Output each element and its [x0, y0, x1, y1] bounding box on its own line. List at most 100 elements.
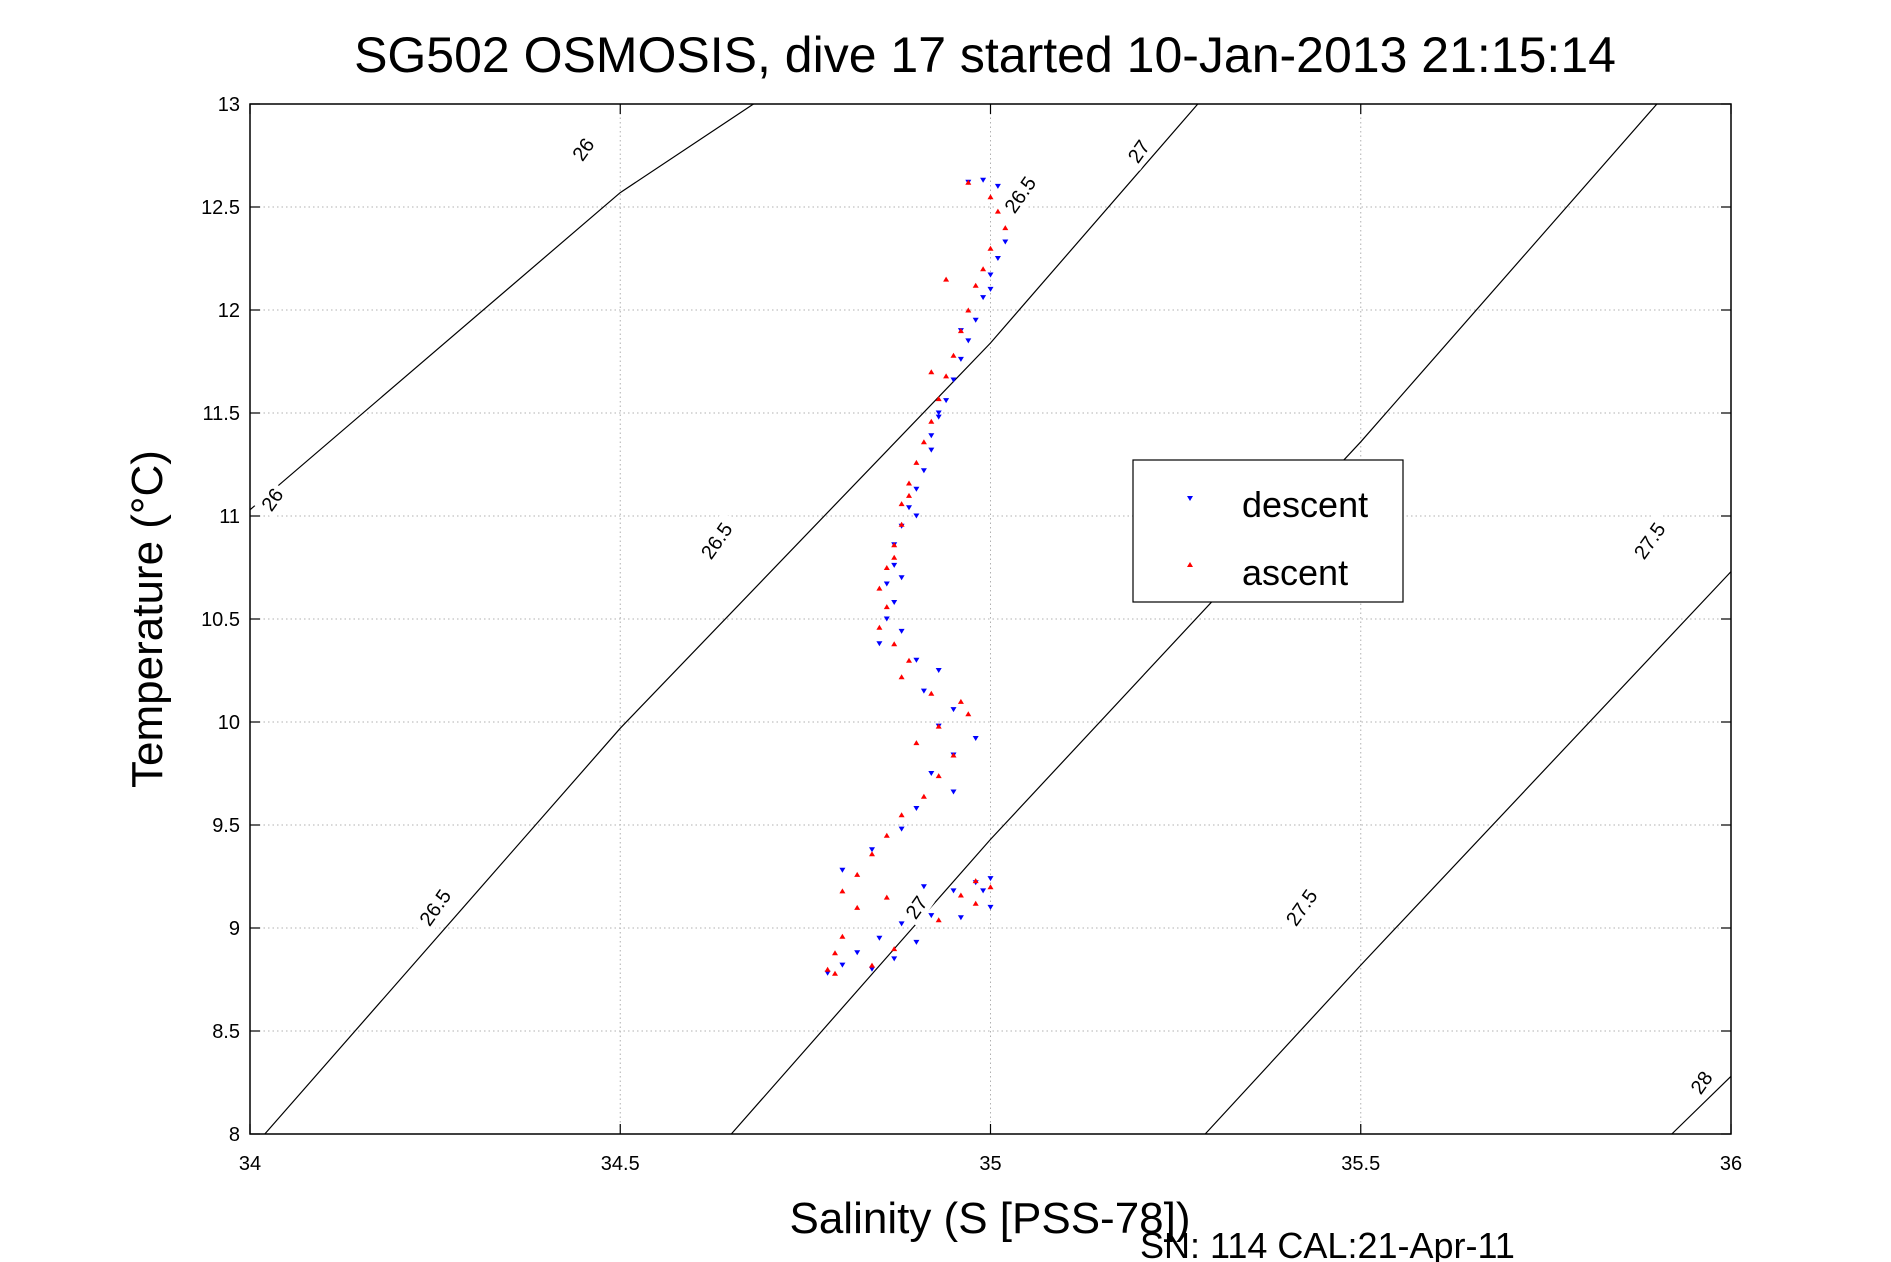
contour-label-background [691, 511, 742, 570]
ascent-point [898, 521, 905, 527]
ascent-point [943, 373, 950, 379]
descent-point [928, 771, 935, 776]
descent-point [987, 272, 994, 278]
descent-point [935, 410, 942, 416]
descent-point [839, 867, 846, 873]
descent-point [950, 789, 957, 795]
descent-point [972, 317, 979, 323]
y-tick-label: 10.5 [201, 609, 240, 631]
contour-label-background [1682, 1063, 1720, 1102]
contour-label-background [253, 480, 291, 519]
descent-point [920, 468, 927, 474]
serial-calibration-text: SN: 114 CAL:21-Apr-11 [1140, 1225, 1515, 1262]
descent-point [883, 581, 890, 587]
legend-ascent-label: ascent [1242, 552, 1348, 593]
legend: descent ascent [1132, 459, 1404, 603]
contour-label-background [1276, 878, 1327, 937]
ascent-point [913, 740, 920, 746]
descent-point [957, 356, 964, 362]
descent-point [898, 826, 905, 832]
density-contours [249, 103, 1732, 1135]
descent-point [913, 806, 920, 811]
ascent-point [935, 723, 942, 729]
ascent-point [987, 245, 994, 251]
ascent-point [920, 793, 927, 799]
legend-ascent-marker [1187, 562, 1193, 567]
contour-label-background [897, 888, 935, 927]
descent-point [854, 950, 861, 956]
ascent-point [876, 624, 883, 630]
ascent-point [957, 892, 964, 898]
contour-label-background [409, 878, 461, 937]
ascent-point [972, 900, 979, 906]
ascent-point [832, 950, 838, 956]
descent-point [913, 657, 920, 663]
descent-point [987, 904, 994, 910]
descent-point [1002, 239, 1009, 245]
ascent-point [935, 396, 942, 402]
ascent-point [935, 917, 942, 923]
y-tick-label: 12.5 [201, 197, 240, 219]
descent-point [950, 888, 957, 894]
descent-point [980, 177, 987, 183]
ascent-point [928, 418, 935, 424]
contour-label-background [564, 130, 602, 169]
x-tick-label: 36 [1720, 1153, 1742, 1175]
ascent-point [994, 208, 1001, 214]
ascent-point [891, 641, 898, 647]
contour-line-27 [730, 103, 1658, 1135]
ascent-point [883, 565, 890, 570]
ascent-point [906, 480, 912, 486]
ascent-point [1002, 225, 1009, 231]
x-tick-label: 34.5 [601, 1153, 640, 1175]
descent-point [898, 921, 905, 927]
ascent-point [883, 894, 890, 900]
descent-point [869, 966, 875, 972]
ascent-point [876, 585, 883, 591]
y-tick-label: 9.5 [212, 815, 240, 837]
ascent-point [906, 657, 912, 663]
descent-point [839, 962, 846, 968]
descent-point [928, 913, 935, 919]
ascent-point [972, 282, 979, 288]
ascent-point [987, 194, 994, 200]
chart-title: SG502 OSMOSIS, dive 17 started 10-Jan-20… [354, 27, 1616, 83]
descent-point [898, 575, 905, 581]
descent-point [920, 688, 927, 694]
ascent-point [883, 832, 890, 838]
ascent-point [854, 871, 861, 877]
ascent-point [920, 439, 927, 445]
ascent-point [965, 179, 972, 185]
descent-point [994, 183, 1001, 189]
ascent-point [928, 690, 935, 696]
y-axis-label: Temperature (°C) [123, 450, 172, 788]
ascent-point [965, 711, 972, 717]
x-tick-label: 35.5 [1341, 1153, 1380, 1175]
descent-point [965, 338, 972, 344]
x-axis-label: Salinity (S [PSS-78]) [789, 1194, 1190, 1243]
descent-point [876, 641, 883, 647]
ascent-point [898, 812, 905, 818]
y-tick-label: 9 [229, 918, 240, 940]
axis-ticks: 34 34.5 35 35.5 36 8 8.5 9 9.5 10 10.5 11 11.5 12 12.5… [201, 94, 1742, 1175]
legend-descent-marker [1187, 496, 1193, 501]
contour-line-26 [249, 103, 754, 511]
ascent-point [891, 554, 898, 560]
ascent-point [854, 904, 861, 910]
descent-point [920, 884, 927, 890]
legend-box [1132, 459, 1404, 603]
descent-point [980, 295, 987, 301]
ascent-point [898, 501, 905, 507]
ascent-point [935, 773, 942, 779]
x-tick-label: 34 [239, 1153, 261, 1175]
ascent-point [891, 542, 898, 548]
ascent-point [957, 698, 964, 704]
contour-label-background [1624, 511, 1675, 570]
descent-point [824, 970, 831, 976]
y-tick-label: 13 [218, 94, 240, 116]
contour-label-background [994, 165, 1046, 224]
y-tick-label: 12 [218, 300, 240, 322]
